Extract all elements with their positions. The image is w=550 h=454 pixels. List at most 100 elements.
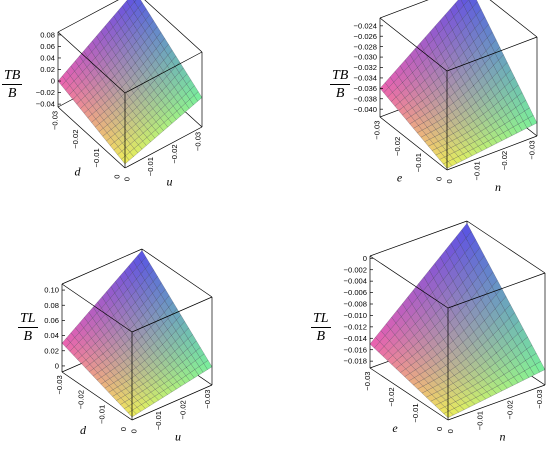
surface-mesh [61,250,213,418]
z-tick-label: 0 [55,362,59,371]
plot-canvas: −0.024−0.026−0.028−0.030−0.032−0.034−0.0… [354,0,538,194]
surface-plot-tl-du: 0.10 0.08 0.06 0.04 0.02 0 −0.03 −0.02 −0.01 0 d 0−… [0,227,275,454]
z-tick-label: −0.038 [354,94,377,103]
bounding-box-front [369,220,546,421]
z-tick-label: 0.04 [40,54,55,63]
y-axis: 0 −0.01 −0.02 −0.03 n [446,389,544,443]
z-tick-label: −0.014 [344,334,367,343]
z-tick-label: −0.030 [354,53,377,62]
z-axis-label: TB B [2,68,23,101]
z-label-numerator: TB [2,68,23,85]
x-tick-label: −0.03 [51,111,60,130]
x-axis-label: d [75,165,82,179]
z-tick-label: −0.024 [354,21,377,30]
bounding-box-front [57,0,203,169]
y-tick-label: −0.03 [535,389,544,408]
y-axis-label: n [495,180,501,194]
x-tick-label: −0.02 [387,387,396,406]
z-axis: 0 −0.002 −0.004 −0.006 −0.008 −0.010 −0.012 −0.… [344,254,373,366]
z-label-numerator: TL [18,311,38,328]
y-axis: 0 −0.01 −0.02 −0.03 n [445,140,537,194]
y-tick-label: 0 [445,179,454,183]
x-axis: −0.03 −0.02 −0.01 0 d [51,111,122,179]
z-tick-label: −0.018 [344,357,367,366]
y-axis: 0 −0.01 −0.02 −0.03 u [123,132,203,189]
box-edge [369,220,468,257]
x-tick-label: 0 [112,174,121,178]
box-edge [379,116,448,171]
z-label-numerator: TB [330,68,351,85]
y-tick-label: −0.03 [528,140,537,159]
y-tick-label: −0.02 [505,400,514,419]
z-tick-label: 0 [363,254,367,263]
z-tick-label: −0.006 [344,288,367,297]
z-tick-label: 0.08 [44,301,59,310]
surface-plot-tb-du: 0.08 0.06 0.04 0.02 0 −0.02 −0.04 −0.03 −0.02 −0.… [0,0,275,227]
x-tick-label: 0 [435,427,444,431]
z-axis: 0.08 0.06 0.04 0.02 0 −0.02 −0.04 [36,30,61,109]
z-tick-label: −0.032 [354,63,377,72]
z-tick-label: −0.02 [36,88,55,97]
surface-mesh [57,0,203,165]
x-axis: −0.03 −0.02 −0.01 0 e [363,371,444,435]
box-edge [131,384,213,421]
y-axis-label: u [175,430,181,444]
z-tick-label: −0.010 [344,311,367,320]
z-tick-label: 0.08 [40,30,55,39]
box-edge [446,135,538,171]
box-edge [379,17,448,72]
z-tick-label: −0.040 [354,105,377,114]
plot-canvas: 0−0.002−0.004−0.006−0.008−0.010−0.012−0.… [344,220,546,444]
box-edge [61,283,133,333]
z-label-denominator: B [23,329,33,344]
z-axis-label: TB B [330,68,351,101]
z-tick-label: −0.002 [344,265,367,274]
box-edge [61,371,133,421]
y-tick-label: −0.01 [146,157,155,176]
y-tick-label: −0.01 [472,161,481,180]
y-tick-label: −0.03 [193,132,202,151]
z-axis-label: TL B [18,311,38,344]
y-tick-label: −0.02 [500,151,509,170]
y-tick-label: 0 [130,429,139,433]
y-tick-label: −0.02 [170,144,179,163]
y-tick-label: −0.03 [203,389,212,408]
plot-canvas: 0.080.060.040.020−0.02−0.04 −0.03 −0.02 −0.… [36,0,203,189]
box-edge [369,255,449,309]
z-axis: −0.024−0.026−0.028−0.030−0.032−0.034−0.0… [354,21,383,114]
z-tick-label: −0.012 [344,322,367,331]
z-tick-label: 0.06 [44,316,59,325]
box-edge [379,0,429,19]
x-tick-label: −0.01 [92,148,101,167]
box-edge [466,220,546,274]
z-label-denominator: B [316,329,326,344]
x-axis-label: e [392,421,398,435]
y-axis-label: n [500,430,506,444]
z-label-denominator: B [7,86,17,101]
y-tick-label: 0 [123,177,132,181]
x-axis-label: e [397,171,403,185]
box-edge [447,272,546,309]
z-axis: 0.10 0.08 0.06 0.04 0.02 0 [44,286,65,371]
z-tick-label: −0.016 [344,345,367,354]
z-tick-label: 0.04 [44,331,59,340]
x-axis-label: d [80,423,87,437]
box-edge [489,0,538,38]
x-tick-label: −0.01 [414,153,423,172]
x-axis: −0.03 −0.02 −0.01 0 e [373,121,444,185]
surface-mesh [379,0,538,169]
z-tick-label: −0.004 [344,277,367,286]
z-tick-label: −0.026 [354,32,377,41]
box-edge [57,106,126,169]
x-tick-label: −0.02 [393,137,402,156]
box-edge [369,367,449,421]
z-tick-label: −0.034 [354,74,377,83]
box-edge [124,51,203,94]
box-edge [144,0,203,53]
x-tick-label: −0.01 [98,405,107,424]
y-axis-label: u [167,175,173,189]
box-edge [131,296,213,333]
y-tick-label: −0.02 [179,400,188,419]
z-tick-label: 0.02 [44,346,59,355]
